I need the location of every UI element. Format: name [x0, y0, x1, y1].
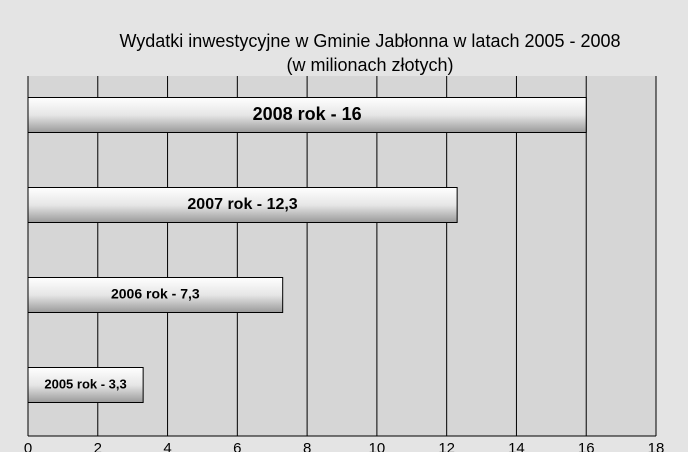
bar	[27, 97, 587, 133]
chart-title: Wydatki inwestycyjne w Gminie Jabłonna w…	[119, 31, 620, 51]
x-tick-label: 10	[369, 440, 386, 452]
x-tick-label: 0	[24, 440, 32, 452]
bar	[27, 187, 458, 223]
bar-label: 2006 rok - 7,3	[111, 286, 200, 302]
bar	[27, 277, 284, 313]
x-tick-label: 2	[94, 440, 102, 452]
bar	[27, 367, 144, 403]
bar-label: 2007 rok - 12,3	[187, 196, 297, 213]
x-tick-label: 6	[233, 440, 241, 452]
x-tick-label: 14	[508, 440, 525, 452]
x-tick-label: 12	[438, 440, 455, 452]
x-tick-label: 18	[648, 440, 665, 452]
bar-label: 2008 rok - 16	[253, 104, 362, 124]
chart-subtitle: (w milionach złotych)	[286, 55, 453, 75]
x-tick-label: 16	[578, 440, 595, 452]
x-tick-label: 8	[303, 440, 311, 452]
bar-label: 2005 rok - 3,3	[44, 376, 126, 391]
x-tick-label: 4	[163, 440, 171, 452]
